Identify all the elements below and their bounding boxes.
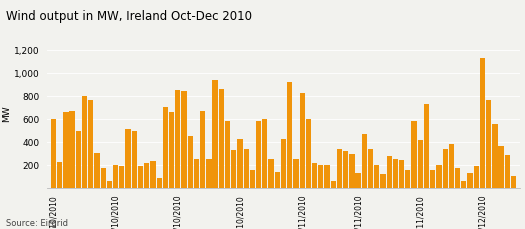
Text: Source: Eirgrid: Source: Eirgrid <box>6 218 68 227</box>
Bar <box>399 160 404 188</box>
Bar <box>119 166 124 188</box>
Bar <box>318 165 323 188</box>
Bar <box>194 159 199 188</box>
Bar <box>94 153 100 188</box>
Bar <box>82 96 87 188</box>
Bar <box>380 174 386 188</box>
Bar <box>150 161 155 188</box>
Bar <box>187 136 193 188</box>
Bar <box>144 163 150 188</box>
Bar <box>355 173 361 188</box>
Bar <box>455 168 460 188</box>
Bar <box>374 165 380 188</box>
Bar <box>76 132 81 188</box>
Bar <box>498 147 504 188</box>
Bar <box>324 165 330 188</box>
Y-axis label: MW: MW <box>2 105 11 122</box>
Bar <box>331 181 336 188</box>
Bar <box>386 156 392 188</box>
Bar <box>287 82 292 188</box>
Bar <box>51 119 56 188</box>
Text: Wind output in MW, Ireland Oct-Dec 2010: Wind output in MW, Ireland Oct-Dec 2010 <box>6 10 253 23</box>
Bar <box>219 89 224 188</box>
Bar <box>349 155 354 188</box>
Bar <box>505 156 510 188</box>
Bar <box>492 125 498 188</box>
Bar <box>163 108 168 188</box>
Bar <box>293 159 299 188</box>
Bar <box>281 140 286 188</box>
Bar <box>337 149 342 188</box>
Bar <box>231 150 236 188</box>
Bar <box>206 159 212 188</box>
Bar <box>57 163 62 188</box>
Bar <box>63 112 69 188</box>
Bar <box>156 179 162 188</box>
Bar <box>69 111 75 188</box>
Bar <box>101 168 106 188</box>
Bar <box>200 111 205 188</box>
Bar <box>181 92 187 188</box>
Bar <box>306 119 311 188</box>
Bar <box>412 121 417 188</box>
Bar <box>225 121 230 188</box>
Bar <box>113 165 118 188</box>
Bar <box>449 144 454 188</box>
Bar <box>443 149 448 188</box>
Bar <box>467 173 472 188</box>
Bar <box>362 134 367 188</box>
Bar <box>461 181 466 188</box>
Bar <box>480 58 485 188</box>
Bar <box>107 181 112 188</box>
Bar <box>430 171 435 188</box>
Bar <box>237 140 243 188</box>
Bar <box>393 159 398 188</box>
Bar <box>262 119 268 188</box>
Bar <box>343 151 348 188</box>
Bar <box>511 176 516 188</box>
Bar <box>405 171 411 188</box>
Bar <box>299 94 305 188</box>
Bar <box>312 164 317 188</box>
Bar <box>213 80 218 188</box>
Bar <box>256 121 261 188</box>
Bar <box>250 171 255 188</box>
Bar <box>88 101 93 188</box>
Bar <box>125 129 131 188</box>
Bar <box>436 165 442 188</box>
Bar <box>424 104 429 188</box>
Bar <box>275 172 280 188</box>
Bar <box>244 149 249 188</box>
Bar <box>417 141 423 188</box>
Bar <box>268 159 274 188</box>
Bar <box>132 132 137 188</box>
Bar <box>486 101 491 188</box>
Bar <box>368 149 373 188</box>
Bar <box>138 166 143 188</box>
Bar <box>175 90 181 188</box>
Bar <box>474 166 479 188</box>
Bar <box>169 112 174 188</box>
